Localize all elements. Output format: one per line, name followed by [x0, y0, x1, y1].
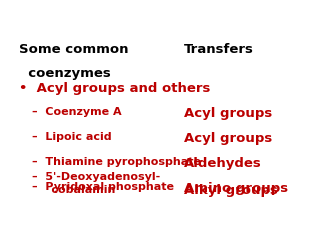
Text: Amino groups: Amino groups [184, 182, 288, 195]
Text: Transfers: Transfers [184, 43, 254, 56]
Text: •  Acyl groups and others: • Acyl groups and others [19, 82, 211, 95]
Text: Aldehydes: Aldehydes [184, 157, 262, 170]
Text: Some common: Some common [19, 43, 129, 56]
Text: Acyl groups: Acyl groups [184, 107, 272, 120]
Text: –  Thiamine pyrophosphate: – Thiamine pyrophosphate [32, 157, 201, 167]
Text: –  Lipoic acid: – Lipoic acid [32, 132, 112, 142]
Text: Acyl groups: Acyl groups [184, 132, 272, 145]
Text: –  5'-Deoxyadenosyl-
     cobalamin: – 5'-Deoxyadenosyl- cobalamin [32, 172, 160, 195]
Text: coenzymes: coenzymes [19, 67, 111, 80]
Text: Alkyl groups: Alkyl groups [184, 184, 278, 197]
Text: –  Pyridoxal phosphate: – Pyridoxal phosphate [32, 182, 174, 192]
Text: –  Coenzyme A: – Coenzyme A [32, 107, 122, 117]
